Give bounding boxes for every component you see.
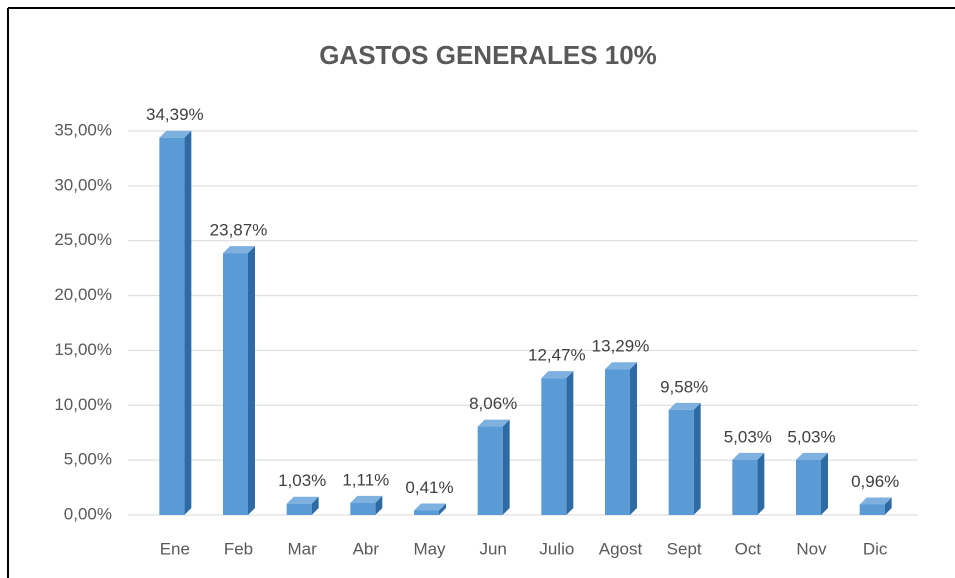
bar-side	[375, 495, 383, 515]
y-tick-label: 5,00%	[64, 450, 112, 469]
bar	[859, 504, 885, 515]
bar	[223, 253, 248, 515]
bar-top	[414, 503, 446, 511]
bar-side	[884, 497, 892, 515]
bar-side	[630, 362, 637, 515]
value-label: 1,11%	[342, 470, 389, 489]
y-tick-label: 25,00%	[54, 230, 112, 249]
value-label: 34,39%	[146, 105, 204, 124]
value-label: 23,87%	[210, 221, 268, 240]
bar-top	[223, 246, 255, 254]
bar-side	[311, 496, 319, 515]
value-label: 5,03%	[724, 427, 772, 446]
bar-side	[248, 246, 255, 515]
y-tick-label: 15,00%	[54, 340, 112, 359]
bar-side	[502, 419, 510, 515]
value-label: 12,47%	[528, 346, 586, 365]
y-tick-label: 30,00%	[54, 175, 112, 194]
chart-title: GASTOS GENERALES 10%	[319, 40, 657, 70]
bar	[732, 459, 758, 515]
bar	[668, 409, 694, 515]
x-tick-label: Abr	[353, 539, 380, 558]
bar-side	[566, 371, 574, 515]
bar-top	[859, 497, 892, 505]
bar	[286, 503, 312, 515]
x-tick-label: Oct	[735, 539, 762, 558]
x-tick-label: Julio	[539, 539, 574, 558]
x-tick-label: Sept	[667, 539, 702, 558]
y-tick-label: 35,00%	[54, 120, 112, 139]
bar-top	[286, 496, 319, 504]
bar	[159, 137, 185, 515]
y-tick-label: 10,00%	[54, 395, 112, 414]
bar	[605, 369, 630, 515]
bar-side	[821, 452, 828, 515]
bar-side	[439, 503, 446, 515]
y-tick-label: 20,00%	[54, 285, 112, 304]
bar-top	[541, 371, 574, 379]
bar-top	[796, 452, 828, 460]
y-tick-label: 0,00%	[64, 504, 112, 523]
x-tick-label: Agost	[599, 539, 643, 558]
x-tick-label: Feb	[224, 539, 253, 558]
bar	[541, 378, 567, 515]
value-label: 8,06%	[469, 394, 517, 413]
value-label: 5,03%	[787, 427, 835, 446]
bar-side	[693, 402, 701, 515]
value-label: 1,03%	[278, 471, 326, 490]
x-tick-label: Jun	[479, 539, 506, 558]
bar-top	[477, 419, 510, 427]
x-tick-label: Ene	[160, 539, 190, 558]
x-tick-label: Mar	[288, 539, 318, 558]
bar-top	[732, 452, 765, 460]
bar-top	[350, 495, 383, 503]
value-label: 9,58%	[660, 377, 708, 396]
bar-top	[159, 130, 192, 138]
x-tick-label: Dic	[863, 539, 888, 558]
bar	[350, 502, 376, 515]
bar-side	[757, 452, 765, 515]
bar	[796, 459, 821, 515]
bar-top	[668, 402, 701, 410]
value-label: 0,96%	[851, 472, 899, 491]
bar-side	[184, 130, 192, 515]
bar	[414, 510, 439, 515]
value-label: 13,29%	[592, 337, 650, 356]
x-tick-label: May	[413, 539, 446, 558]
x-tick-label: Nov	[796, 539, 827, 558]
value-label: 0,41%	[405, 478, 453, 497]
bar	[477, 426, 503, 515]
bar-top	[605, 362, 637, 370]
